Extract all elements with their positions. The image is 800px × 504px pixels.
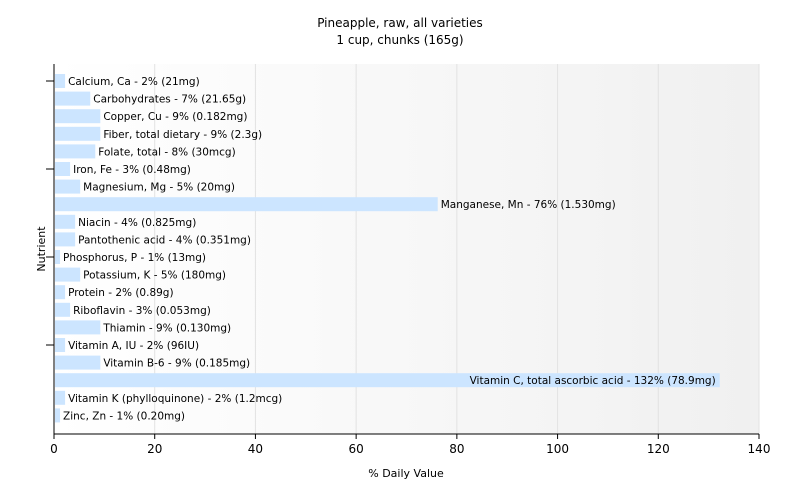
x-tick-label: 20 bbox=[147, 442, 162, 456]
x-tick-label: 80 bbox=[449, 442, 464, 456]
bar-label: Riboflavin - 3% (0.053mg) bbox=[73, 305, 211, 317]
bar bbox=[55, 91, 91, 106]
bar-label: Pantothenic acid - 4% (0.351mg) bbox=[78, 234, 251, 246]
chart-title: Pineapple, raw, all varieties bbox=[317, 16, 483, 30]
bar bbox=[55, 214, 76, 229]
bar-label: Potassium, K - 5% (180mg) bbox=[83, 270, 226, 282]
bar bbox=[55, 408, 61, 423]
bar bbox=[55, 373, 720, 388]
chart-subtitle: 1 cup, chunks (165g) bbox=[336, 33, 463, 47]
bar bbox=[55, 74, 66, 88]
x-tick-label: 120 bbox=[647, 442, 670, 456]
bar bbox=[55, 267, 81, 282]
x-tick-label: 60 bbox=[349, 442, 364, 456]
bar bbox=[55, 320, 101, 335]
x-axis-title: % Daily Value bbox=[368, 467, 444, 480]
bar-label: Copper, Cu - 9% (0.182mg) bbox=[103, 111, 247, 123]
x-tick-label: 0 bbox=[50, 442, 58, 456]
bar-label: Niacin - 4% (0.825mg) bbox=[78, 217, 196, 229]
plot-background bbox=[54, 64, 759, 434]
bar-label: Carbohydrates - 7% (21.65g) bbox=[93, 94, 246, 106]
bar bbox=[55, 162, 71, 176]
bar bbox=[55, 338, 66, 352]
bar bbox=[55, 302, 71, 317]
bar-label: Vitamin C, total ascorbic acid - 132% (7… bbox=[470, 375, 716, 387]
x-tick-label: 140 bbox=[748, 442, 771, 456]
bar bbox=[55, 109, 101, 124]
bar bbox=[55, 390, 66, 405]
bar-label: Iron, Fe - 3% (0.48mg) bbox=[73, 164, 191, 176]
bar-label: Folate, total - 8% (30mcg) bbox=[98, 146, 235, 158]
bar-label: Thiamin - 9% (0.130mg) bbox=[102, 322, 231, 334]
bar bbox=[55, 232, 76, 247]
bar-label: Magnesium, Mg - 5% (20mg) bbox=[83, 182, 235, 194]
bar-label: Vitamin A, IU - 2% (96IU) bbox=[68, 340, 199, 352]
bar bbox=[55, 126, 101, 141]
x-tick-label: 40 bbox=[248, 442, 263, 456]
bar-label: Zinc, Zn - 1% (0.20mg) bbox=[63, 410, 185, 422]
bar bbox=[55, 179, 81, 194]
bar-label: Protein - 2% (0.89g) bbox=[68, 287, 174, 299]
bar bbox=[55, 250, 61, 264]
bar bbox=[55, 197, 438, 212]
y-axis-title: Nutrient bbox=[35, 226, 48, 272]
bar bbox=[55, 144, 96, 159]
bar bbox=[55, 285, 66, 300]
bar-label: Calcium, Ca - 2% (21mg) bbox=[68, 76, 200, 88]
bar-label: Fiber, total dietary - 9% (2.3g) bbox=[103, 129, 262, 141]
bar-label: Manganese, Mn - 76% (1.530mg) bbox=[441, 199, 616, 211]
bar-label: Vitamin K (phylloquinone) - 2% (1.2mcg) bbox=[68, 393, 282, 405]
bar bbox=[55, 355, 101, 370]
x-tick-label: 100 bbox=[546, 442, 569, 456]
bar-label: Vitamin B-6 - 9% (0.185mg) bbox=[103, 358, 250, 370]
bar-label: Phosphorus, P - 1% (13mg) bbox=[63, 252, 206, 264]
